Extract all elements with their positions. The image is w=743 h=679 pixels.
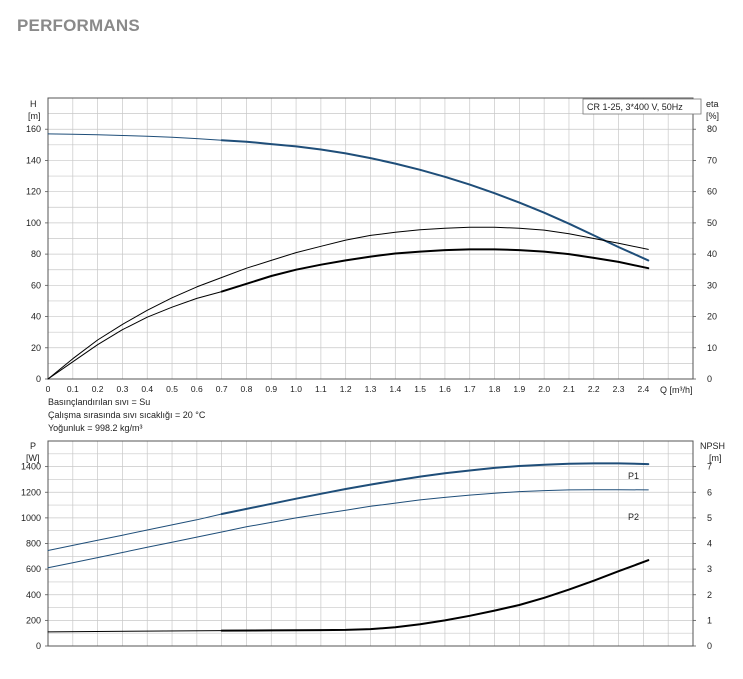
- x-tick-label: 0: [46, 384, 51, 394]
- x-tick-label: 1.0: [290, 384, 302, 394]
- y-tick-label: 20: [31, 343, 41, 353]
- note-fluid: Basınçlandırılan sıvı = Su: [48, 397, 151, 407]
- x-tick-label: 0.9: [265, 384, 277, 394]
- x-tick-label: 1.2: [340, 384, 352, 394]
- y-tick-label: 400: [26, 590, 41, 600]
- series-line-P2: [47, 489, 649, 569]
- x-tick-label: 1.8: [489, 384, 501, 394]
- series-line-eta-lower-thin: [47, 291, 223, 380]
- x-tick-label: 1.6: [439, 384, 451, 394]
- y2-tick-label: 5: [707, 513, 712, 523]
- plot-frame: [47, 97, 694, 380]
- x-tick-label: 0.5: [166, 384, 178, 394]
- y-tick-label: 140: [26, 155, 41, 165]
- y2-tick-label: 4: [707, 539, 712, 549]
- x-tick-label: 0.6: [191, 384, 203, 394]
- chart-1: 0 20 40 60 80 100 120 140 160 0 10 20 30 40 50 60 70 80 0 0…: [26, 97, 717, 394]
- y2-tick-label: 80: [707, 124, 717, 134]
- series-line-P1: [220, 462, 650, 515]
- y-tick-label: 80: [31, 249, 41, 259]
- series-line-eta-upper: [47, 226, 649, 380]
- y-tick-label: 100: [26, 218, 41, 228]
- y2-tick-label: 7: [707, 462, 712, 472]
- bottom-right-axis-label: NPSH: [700, 441, 725, 451]
- y2-tick-label: 20: [707, 312, 717, 322]
- x-tick-label: 2.1: [563, 384, 575, 394]
- y-tick-label: 1400: [21, 462, 41, 472]
- y-tick-label: 1200: [21, 487, 41, 497]
- bottom-left-axis-label: P: [30, 441, 36, 451]
- y-tick-label: 800: [26, 539, 41, 549]
- y2-tick-label: 0: [707, 374, 712, 384]
- x-tick-label: 2.2: [588, 384, 600, 394]
- y2-tick-label: 2: [707, 590, 712, 600]
- top-right-axis-label: eta: [706, 99, 719, 109]
- note-density: Yoğunluk = 998.2 kg/m³: [48, 423, 143, 433]
- y2-tick-label: 70: [707, 155, 717, 165]
- series-line-NPSH-thin: [47, 630, 223, 633]
- top-left-axis-unit: [m]: [28, 111, 41, 121]
- y-tick-label: 40: [31, 312, 41, 322]
- x-tick-label: 1.3: [365, 384, 377, 394]
- x-tick-label: 0.3: [117, 384, 129, 394]
- y-tick-label: 60: [31, 280, 41, 290]
- x-tick-label: 1.4: [389, 384, 401, 394]
- y2-tick-label: 50: [707, 218, 717, 228]
- x-tick-label: 2.0: [538, 384, 550, 394]
- x-tick-label: 0.1: [67, 384, 79, 394]
- x-axis-label: Q [m³/h]: [660, 385, 693, 395]
- y2-tick-label: 60: [707, 187, 717, 197]
- x-tick-label: 0.7: [216, 384, 228, 394]
- legend-text: CR 1-25, 3*400 V, 50Hz: [587, 102, 683, 112]
- series-line-H-extended: [47, 133, 223, 141]
- note-temperature: Çalışma sırasında sıvı sıcaklığı = 20 °C: [48, 410, 206, 420]
- y2-tick-label: 3: [707, 564, 712, 574]
- y2-tick-label: 0: [707, 641, 712, 651]
- series-line-H: [220, 139, 650, 262]
- series-line-P1-thin: [47, 513, 223, 551]
- y2-tick-label: 6: [707, 487, 712, 497]
- y2-tick-label: 30: [707, 280, 717, 290]
- y-tick-label: 600: [26, 564, 41, 574]
- x-tick-label: 0.4: [141, 384, 153, 394]
- x-tick-label: 0.8: [241, 384, 253, 394]
- y-tick-label: 160: [26, 124, 41, 134]
- page-title: PERFORMANS: [17, 16, 140, 35]
- bottom-right-axis-unit: [m]: [709, 453, 722, 463]
- y-tick-label: 200: [26, 615, 41, 625]
- legend-box: [582, 98, 702, 115]
- chart-2: 0 200 400 600 800 1000 1200 1400 0 1 2 3 4 5 6 7: [21, 440, 712, 651]
- y-tick-label: 0: [36, 374, 41, 384]
- x-tick-label: 0.2: [92, 384, 104, 394]
- y2-tick-label: 1: [707, 615, 712, 625]
- y-tick-label: 120: [26, 187, 41, 197]
- x-tick-label: 1.1: [315, 384, 327, 394]
- y-tick-label: 1000: [21, 513, 41, 523]
- top-right-axis-unit: [%]: [706, 111, 719, 121]
- y2-tick-label: 10: [707, 343, 717, 353]
- x-tick-label: 1.9: [513, 384, 525, 394]
- x-tick-label: 2.3: [613, 384, 625, 394]
- x-tick-label: 2.4: [637, 384, 649, 394]
- bottom-left-axis-unit: [W]: [26, 453, 40, 463]
- p1-series-label: P1: [628, 471, 639, 481]
- series-line-NPSH: [220, 559, 650, 632]
- top-left-axis-label: H: [30, 99, 37, 109]
- y-tick-label: 0: [36, 641, 41, 651]
- x-tick-label: 1.5: [414, 384, 426, 394]
- p2-series-label: P2: [628, 512, 639, 522]
- series-line-eta-lower: [220, 248, 650, 293]
- x-tick-label: 1.7: [464, 384, 476, 394]
- y2-tick-label: 40: [707, 249, 717, 259]
